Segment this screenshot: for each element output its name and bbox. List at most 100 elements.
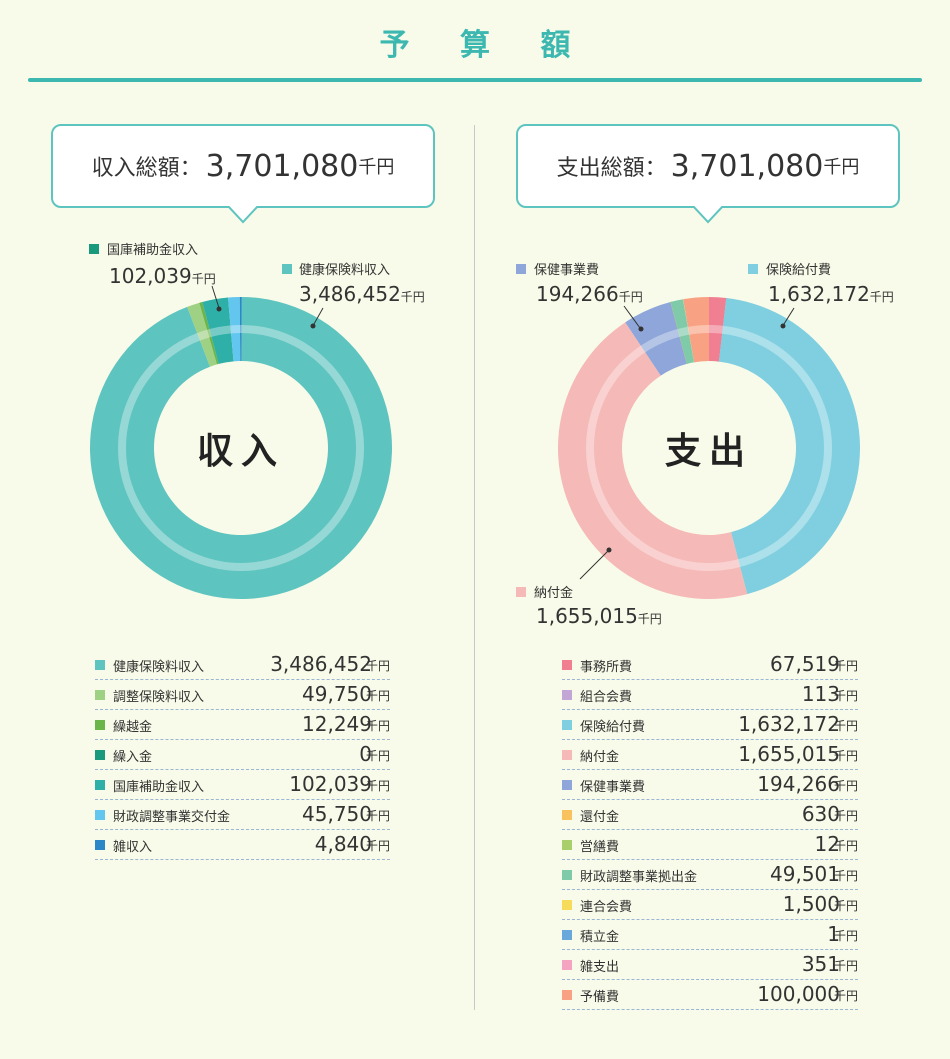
expense-total-value: 3,701,080	[670, 148, 824, 184]
item-value: 3,486,452	[270, 652, 372, 676]
income-donut-chart	[90, 297, 393, 599]
leader-dot	[780, 323, 786, 329]
callout-name: 保健事業費	[534, 262, 599, 278]
item-value: 1	[827, 922, 840, 946]
table-row: 保健事業費 194,266 千円	[562, 770, 858, 800]
income-total-value: 3,701,080	[205, 148, 359, 184]
item-name: 財政調整事業交付金	[113, 810, 231, 825]
item-name: 予備費	[580, 990, 620, 1005]
donut-slice-8	[670, 299, 695, 364]
donut-highlight-ring	[586, 325, 832, 571]
expense-callout-kyufu: 保険給付費 1,632,172千円	[748, 263, 894, 329]
item-name: 保健事業費	[580, 780, 646, 795]
callout-value: 3,486,452千円	[299, 282, 425, 306]
legend-swatch	[95, 690, 105, 700]
table-row: 保険給付費 1,632,172 千円	[562, 710, 858, 740]
leader-dot	[606, 547, 612, 553]
legend-swatch	[748, 264, 758, 274]
column-divider	[474, 125, 475, 1010]
legend-swatch	[562, 780, 572, 790]
item-unit: 千円	[365, 659, 390, 673]
table-row: 積立金 1 千円	[562, 920, 858, 950]
callout-value: 1,655,015千円	[536, 604, 662, 628]
item-value: 49,750	[302, 682, 372, 706]
legend-swatch	[562, 690, 572, 700]
callout-name: 健康保険料収入	[299, 262, 390, 278]
table-row: 雑収入 4,840 千円	[95, 830, 390, 860]
table-row: 財政調整事業交付金 45,750 千円	[95, 800, 390, 830]
legend-swatch	[89, 244, 99, 254]
item-value: 4,840	[314, 832, 372, 856]
item-unit: 千円	[833, 929, 858, 943]
item-value: 351	[801, 952, 840, 976]
legend-swatch	[95, 810, 105, 820]
table-row: 繰入金 0 千円	[95, 740, 390, 770]
table-row: 調整保険料収入 49,750 千円	[95, 680, 390, 710]
table-row: 営繕費 12 千円	[562, 830, 858, 860]
item-value: 67,519	[770, 652, 840, 676]
item-value: 0	[359, 742, 372, 766]
item-name: 繰越金	[113, 720, 153, 735]
item-unit: 千円	[833, 749, 858, 763]
item-name: 繰入金	[113, 750, 153, 765]
item-unit: 千円	[833, 779, 858, 793]
item-value: 100,000	[757, 982, 840, 1006]
item-unit: 千円	[833, 899, 858, 913]
item-name: 財政調整事業拠出金	[580, 870, 698, 885]
legend-swatch	[282, 264, 292, 274]
legend-swatch	[562, 870, 572, 880]
income-total-callout: 収入総額： 3,701,080 千円	[51, 124, 435, 208]
legend-swatch	[562, 840, 572, 850]
donut-slice-12	[683, 297, 709, 363]
donut-slice-5	[202, 297, 234, 364]
leader-line	[623, 305, 641, 329]
callout-value: 194,266千円	[536, 282, 643, 306]
donut-slice-2	[187, 302, 217, 367]
item-name: 還付金	[580, 810, 620, 825]
income-total-label: 収入総額：	[91, 156, 202, 181]
donut-slice-7	[239, 297, 242, 362]
item-unit: 千円	[833, 839, 858, 853]
legend-swatch	[95, 840, 105, 850]
donut-charts: 収入 支出 国庫補助金収入 102,039千円 健康保険料収入 3,486,45…	[89, 242, 894, 628]
item-unit: 千円	[833, 809, 858, 823]
expense-total-unit: 千円	[823, 157, 860, 178]
item-name: 連合会費	[580, 900, 633, 915]
table-row: 還付金 630 千円	[562, 800, 858, 830]
expense-total-label: 支出総額：	[556, 156, 667, 181]
item-value: 194,266	[757, 772, 840, 796]
item-unit: 千円	[833, 719, 858, 733]
expense-donut-chart	[557, 297, 861, 600]
legend-swatch	[516, 264, 526, 274]
item-value: 102,039	[289, 772, 372, 796]
item-name: 組合会費	[580, 690, 633, 705]
item-value: 630	[801, 802, 840, 826]
expense-table: 事務所費 67,519 千円 組合会費 113 千円 保険給付費 1,632,172 千円 納付金…	[562, 650, 858, 1010]
item-value: 12	[814, 832, 840, 856]
item-value: 1,655,015	[738, 742, 840, 766]
item-unit: 千円	[833, 959, 858, 973]
table-row: 納付金 1,655,015 千円	[562, 740, 858, 770]
table-row: 繰越金 12,249 千円	[95, 710, 390, 740]
item-name: 事務所費	[580, 660, 633, 675]
legend-swatch	[562, 930, 572, 940]
callout-value: 102,039千円	[109, 264, 216, 288]
title-underline	[28, 78, 922, 82]
legend-swatch	[95, 780, 105, 790]
item-unit: 千円	[365, 779, 390, 793]
leader-dot	[638, 326, 644, 332]
item-unit: 千円	[365, 749, 390, 763]
leader-line	[313, 307, 324, 325]
item-value: 12,249	[302, 712, 372, 736]
item-name: 保険給付費	[580, 720, 646, 735]
leader-dot	[310, 323, 316, 329]
expense-callout-hoken-jigyo: 保健事業費 194,266千円	[516, 262, 644, 332]
table-row: 健康保険料収入 3,486,452 千円	[95, 650, 390, 680]
callout-value: 1,632,172千円	[768, 282, 894, 306]
expense-callout-nofu: 納付金 1,655,015千円	[516, 547, 662, 628]
table-row: 組合会費 113 千円	[562, 680, 858, 710]
income-callout-kenko: 健康保険料収入 3,486,452千円	[282, 262, 425, 329]
callout-name: 国庫補助金収入	[107, 242, 198, 258]
legend-swatch	[562, 660, 572, 670]
item-name: 国庫補助金収入	[113, 780, 205, 795]
